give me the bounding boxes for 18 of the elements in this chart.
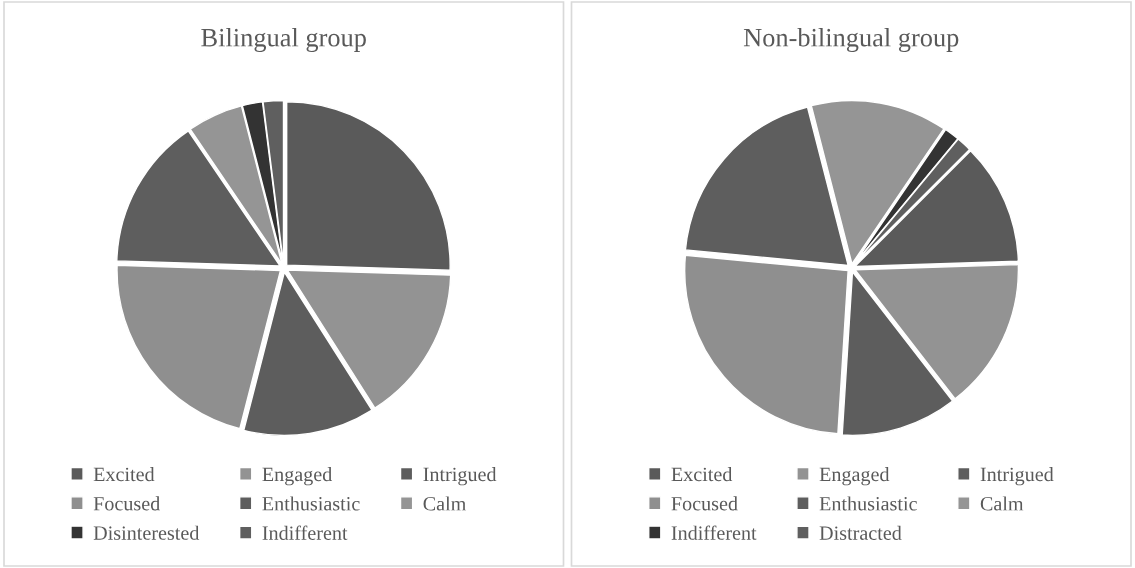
legend-label: Engaged (262, 467, 333, 486)
legend-label: Engaged (819, 467, 890, 486)
chart-title: Bilingual group (201, 28, 366, 52)
legend-label: Indifferent (262, 525, 348, 540)
legend-label: Focused (671, 496, 738, 511)
legend-label: Excited (93, 467, 155, 482)
legend-label: Calm (423, 496, 467, 511)
legend-label: Excited (671, 467, 733, 482)
legend-label: Distracted (819, 525, 902, 540)
legend-label: Calm (980, 496, 1024, 511)
legend-label: Disinterested (93, 525, 200, 540)
legend-label: Enthusiastic (819, 496, 917, 511)
legend-label: Intrigued (423, 467, 497, 486)
legend-label: Focused (93, 496, 161, 511)
legend-label: Enthusiastic (262, 496, 360, 511)
legend-label: Indifferent (671, 525, 757, 540)
legend-label: Intrigued (980, 467, 1054, 486)
chart-title: Non-bilingual group (743, 28, 959, 52)
